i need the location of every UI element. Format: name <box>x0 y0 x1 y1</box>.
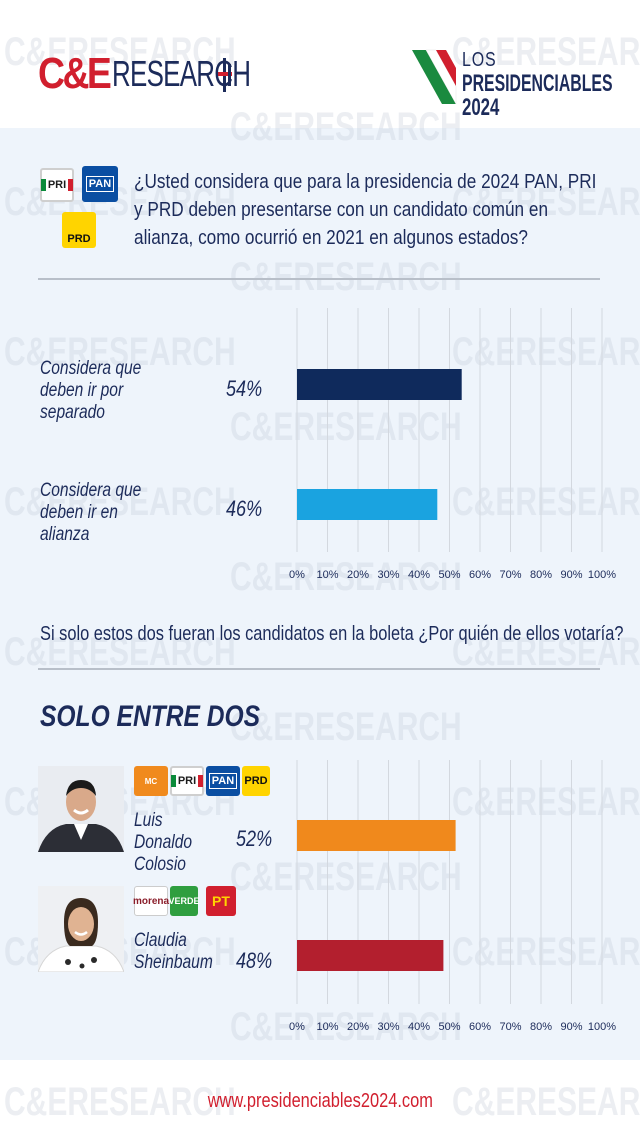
candidate-name: Claudia Sheinbaum <box>134 930 213 973</box>
pan-logo-icon: PAN <box>82 166 118 202</box>
x-tick-label: 90% <box>560 1021 582 1033</box>
bar <box>297 940 444 971</box>
x-tick-label: 70% <box>499 1021 521 1033</box>
footer <box>0 1060 640 1139</box>
x-tick-label: 20% <box>347 569 369 581</box>
prd-logo-icon: PRD <box>242 766 270 796</box>
pri-logo-icon: PRI <box>40 168 74 202</box>
prd-logo-icon: PRD <box>62 212 96 248</box>
question-alliance: ¿Usted considera que para la presidencia… <box>134 171 597 249</box>
verde-logo-icon: VERDE <box>169 886 200 916</box>
candidate-name: Luis Donaldo Colosio <box>134 810 193 875</box>
candidate-photo-sheinbaum <box>38 886 124 972</box>
divider <box>38 668 600 670</box>
category-label: Considera que deben ir en alianza <box>40 480 142 545</box>
x-tick-label: 0% <box>289 569 305 581</box>
x-tick-label: 40% <box>408 569 430 581</box>
x-tick-label: 30% <box>377 1021 399 1033</box>
x-tick-label: 100% <box>588 569 616 581</box>
vote-bar-chart: 0% 10% 20% 30% 40% 50% 60% 70% 80% 90% 100% <box>289 760 616 1033</box>
footer-url[interactable]: www.presidenciables2024.com <box>207 1090 433 1112</box>
x-tick-label: 50% <box>438 1021 460 1033</box>
brand-plus-icon <box>218 58 232 92</box>
brand-logo-ce: C&E <box>38 49 112 98</box>
x-tick-label: 0% <box>289 1021 305 1033</box>
x-tick-label: 60% <box>469 569 491 581</box>
x-tick-label: 100% <box>588 1021 616 1033</box>
pri-logo-icon: PRI <box>170 766 204 796</box>
pan-logo-icon: PAN <box>206 766 240 796</box>
bar <box>297 820 456 851</box>
x-tick-label: 40% <box>408 1021 430 1033</box>
los-presidenciables-title: LOS PRESIDENCIABLES 2024 <box>462 49 613 121</box>
x-tick-label: 80% <box>530 1021 552 1033</box>
value-label: 48% <box>236 948 273 973</box>
morena-logo-icon: morena <box>133 886 169 916</box>
x-tick-label: 90% <box>560 569 582 581</box>
mexico-flag-icon <box>412 49 457 105</box>
section-title: SOLO ENTRE DOS <box>40 700 261 733</box>
question-vote: Si solo estos dos fueran los candidatos … <box>40 623 624 645</box>
mc-logo-icon: MC <box>134 766 168 796</box>
bar <box>297 489 438 520</box>
divider <box>38 278 600 280</box>
candidate-photo-colosio <box>38 766 124 852</box>
header <box>0 0 640 128</box>
pt-logo-icon: PT <box>206 886 236 916</box>
value-label: 46% <box>226 496 263 521</box>
category-label: Considera que deben ir por separado <box>40 358 142 423</box>
x-tick-label: 60% <box>469 1021 491 1033</box>
x-tick-label: 50% <box>438 569 460 581</box>
x-tick-label: 10% <box>316 1021 338 1033</box>
value-label: 52% <box>236 826 273 851</box>
x-tick-label: 10% <box>316 569 338 581</box>
x-tick-label: 80% <box>530 569 552 581</box>
x-tick-label: 20% <box>347 1021 369 1033</box>
value-label: 54% <box>226 376 263 401</box>
x-tick-label: 30% <box>377 569 399 581</box>
bar <box>297 369 462 400</box>
x-tick-label: 70% <box>499 569 521 581</box>
alliance-bar-chart: 0% 10% 20% 30% 40% 50% 60% 70% 80% 90% 100% <box>289 308 616 581</box>
